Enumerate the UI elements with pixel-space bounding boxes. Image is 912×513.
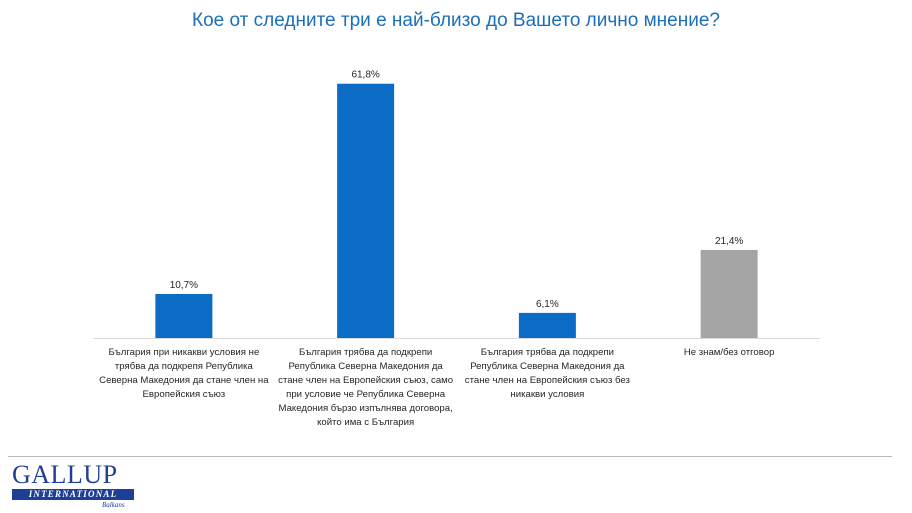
bar-1 xyxy=(155,293,213,338)
data-label-2: 61,8% xyxy=(351,70,379,81)
category-label-3: България трябва да подкрепи Република Се… xyxy=(464,347,630,400)
bar-3 xyxy=(518,312,576,338)
logo-main-text: GALLUP xyxy=(12,460,118,489)
data-label-1: 10,7% xyxy=(170,280,198,291)
footer-divider xyxy=(8,456,892,457)
logo-sub-text: Balkans xyxy=(102,501,125,509)
bar-2 xyxy=(337,83,395,338)
data-label-3: 6,1% xyxy=(536,299,559,310)
chart-title: Кое от следните три е най-близо до Вашет… xyxy=(192,10,720,31)
logo-band-text: INTERNATIONAL xyxy=(12,489,134,500)
category-label-2: България трябва да подкрепи Република Се… xyxy=(278,347,454,428)
category-label-4: Не знам/без отговор xyxy=(683,347,775,358)
category-label-1: България при никакви условия не трябва д… xyxy=(99,347,269,400)
data-label-4: 21,4% xyxy=(715,236,743,247)
bar-4 xyxy=(700,249,758,338)
bar-chart: 10,7% 61,8% 6,1% 21,4% xyxy=(93,70,820,339)
gallup-logo: GALLUP INTERNATIONAL Balkans xyxy=(12,462,136,510)
